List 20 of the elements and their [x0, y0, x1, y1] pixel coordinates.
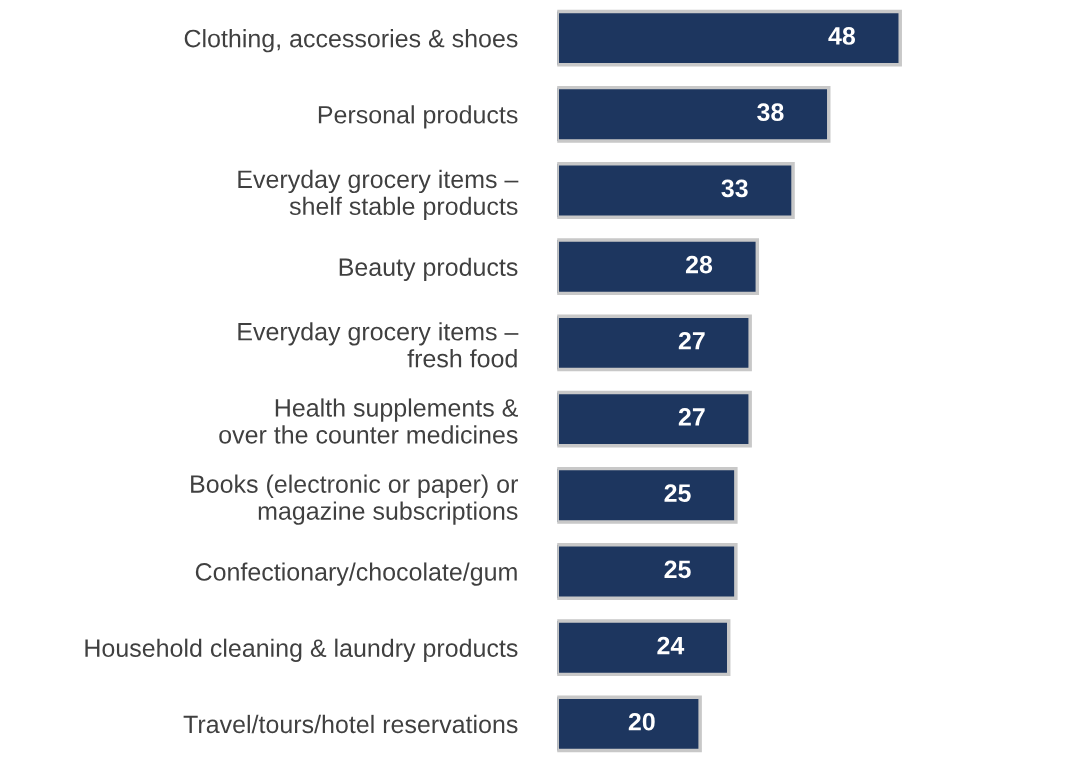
y-tick-label: Books (electronic or paper) or magazine subscriptions [191, 474, 518, 525]
data-label: 25 [664, 560, 691, 579]
y-tick-label: Household cleaning & laundry products [85, 638, 518, 662]
data-label: 20 [628, 712, 655, 731]
y-tick-label: Confectionary/chocolate/gum [195, 562, 517, 586]
data-label: 38 [757, 103, 784, 122]
y-tick-label: Everyday grocery items – shelf stable products [238, 169, 519, 221]
data-label: 28 [685, 255, 713, 274]
y-tick-label: Clothing, accessories & shoes [184, 29, 518, 53]
data-label: 24 [657, 636, 685, 655]
data-label: 25 [664, 484, 691, 503]
data-label: 48 [828, 27, 856, 45]
data-label: 33 [721, 179, 748, 198]
y-tick-label: Health supplements & over the counter medicines [219, 398, 518, 444]
y-tick-label: Beauty products [339, 257, 518, 281]
data-label: 27 [678, 331, 705, 350]
y-tick-label: Travel/tours/hotel reservations [183, 714, 518, 734]
y-tick-label: Everyday grocery items – fresh food [238, 322, 519, 368]
y-tick-label: Personal products [318, 105, 518, 129]
data-label: 27 [678, 408, 705, 426]
